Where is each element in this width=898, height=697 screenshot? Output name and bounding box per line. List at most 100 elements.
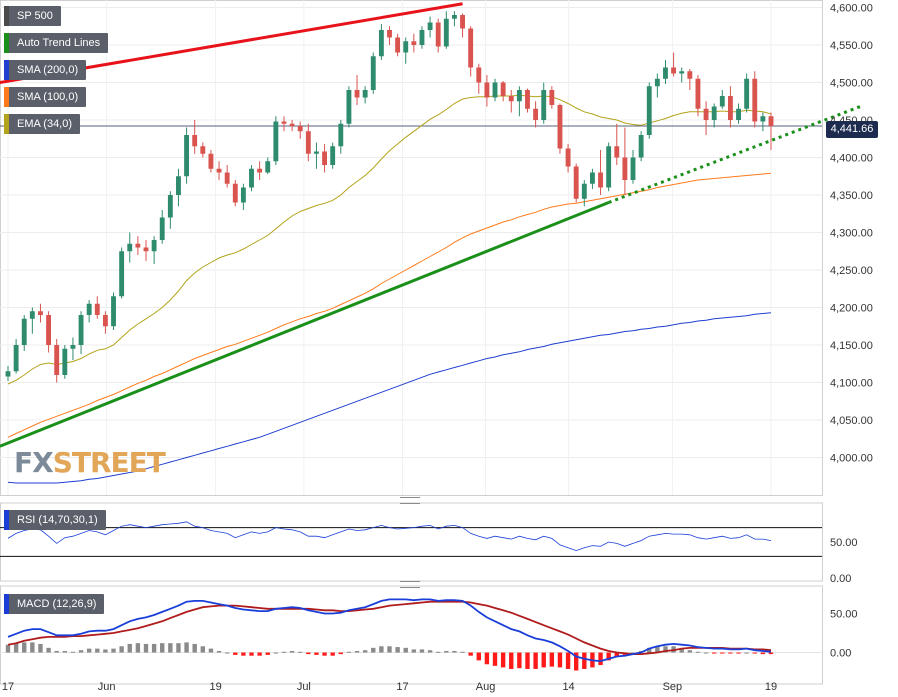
price-tick-label: 4,550.00 (830, 40, 873, 52)
macd-histogram-bar (703, 652, 709, 654)
rsi-panel-frame (0, 502, 823, 582)
candle-body (232, 183, 238, 203)
candle-body (663, 67, 668, 79)
macd-histogram-bar (371, 647, 376, 653)
macd-histogram-bar (525, 652, 530, 669)
legend-swatch (4, 87, 9, 107)
macd-histogram-bar (249, 652, 254, 656)
rsi-label[interactable]: RSI (14,70,30,1) (4, 510, 106, 530)
candle-body (257, 168, 263, 173)
candle-body (184, 135, 190, 177)
macd-histogram-bar (241, 652, 246, 656)
sma200-line (7, 312, 772, 484)
candle-body (484, 82, 490, 98)
candle-body (443, 18, 449, 47)
candle-body (557, 105, 563, 149)
candle-body (541, 90, 547, 120)
price-panel-frame (0, 0, 823, 496)
panel-resize-handle-macd[interactable] (400, 581, 420, 588)
candle-body (159, 217, 165, 240)
candle-body (200, 146, 206, 154)
candle-body (581, 183, 587, 199)
candle-body (111, 296, 116, 327)
macd-histogram-bar (38, 643, 43, 653)
candle-body (167, 195, 173, 218)
macd-histogram-bar (492, 652, 498, 666)
legend-swatch (4, 60, 9, 80)
macd-histogram-bar (265, 652, 270, 655)
macd-histogram-bar (338, 652, 343, 655)
macd-panel-frame (0, 585, 823, 685)
candle-body (589, 172, 595, 184)
macd-histogram-bar (160, 643, 165, 653)
price-tick-label: 4,250.00 (830, 265, 873, 277)
candle-body (516, 90, 522, 102)
rsi-panel[interactable] (0, 521, 822, 557)
candle-body (240, 187, 246, 203)
candle-body (752, 78, 758, 122)
candle-body (687, 71, 693, 79)
macd-histogram-bar (460, 651, 465, 653)
price-tick-label: 4,300.00 (830, 228, 873, 240)
candle-body (395, 37, 401, 53)
price-tick-label: 4,200.00 (830, 303, 873, 315)
macd-histogram-bar (436, 651, 441, 653)
price-tick-label: 4,050.00 (830, 415, 873, 427)
candle-body (38, 311, 43, 315)
macd-histogram-bar (298, 651, 303, 653)
price-tick-label: 4,100.00 (830, 378, 873, 390)
macd-histogram-bar (257, 652, 262, 656)
candle-body (192, 135, 198, 147)
macd-histogram-bar (720, 652, 725, 654)
candle-body (21, 318, 27, 345)
panel-resize-handle-rsi[interactable] (400, 497, 420, 504)
macd-histogram-bar (476, 652, 481, 661)
candle-body (322, 151, 327, 165)
macd-histogram-bar (314, 652, 319, 655)
candle-body (533, 108, 539, 120)
candle-body (305, 131, 311, 154)
candle-body (135, 243, 141, 248)
axis-labels: 4,600.004,550.004,500.004,450.004,400.00… (2, 3, 873, 694)
candle-body (736, 108, 741, 120)
legend-item-auto-trend-lines[interactable]: Auto Trend Lines (4, 33, 109, 53)
macd-histogram-bar (70, 651, 76, 653)
candle-body (151, 240, 157, 252)
legend-item-sma-200-0[interactable]: SMA (200,0) (4, 60, 87, 80)
candle-body (492, 82, 498, 98)
candle-body (630, 157, 636, 180)
macd-histogram-bar (86, 648, 92, 653)
price-tick-label: 4,400.00 (830, 153, 873, 165)
macd-histogram-bar (509, 652, 514, 669)
macd-histogram-bar (565, 652, 571, 669)
candle-body (695, 78, 701, 109)
macd-label[interactable]: MACD (12,26,9) (4, 594, 105, 614)
candle-body (119, 251, 125, 297)
macd-histogram-bar (549, 652, 555, 667)
macd-histogram-bar (273, 652, 279, 654)
macd-histogram-bar (663, 646, 668, 653)
macd-histogram-bar (22, 642, 27, 653)
time-tick-label: 14 (562, 681, 574, 693)
macd-histogram-bar (582, 652, 587, 669)
legend-item-ema-34-0[interactable]: EMA (34,0) (4, 114, 81, 134)
legend-label: Auto Trend Lines (17, 37, 101, 49)
last-price-tag: 4,441.66 (826, 121, 878, 138)
macd-histogram-bar (500, 652, 506, 668)
candle-body (208, 153, 214, 169)
price-panel[interactable] (0, 2, 861, 484)
candle-body (78, 315, 84, 345)
macd-histogram-bar (395, 647, 400, 653)
rsi-tick-label: 50.00 (830, 537, 858, 549)
candle-body (419, 30, 425, 45)
candle-body (314, 151, 319, 154)
candle-body (573, 166, 579, 199)
legend-item-sp-500[interactable]: SP 500 (4, 6, 61, 26)
legend-item-sma-100-0[interactable]: SMA (100,0) (4, 87, 87, 107)
macd-histogram-bar (452, 650, 457, 653)
macd-histogram-bar (573, 652, 579, 671)
candle-body (760, 116, 766, 122)
candle-body (719, 96, 725, 107)
macd-panel[interactable] (0, 598, 822, 671)
macd-histogram-bar (46, 647, 51, 653)
